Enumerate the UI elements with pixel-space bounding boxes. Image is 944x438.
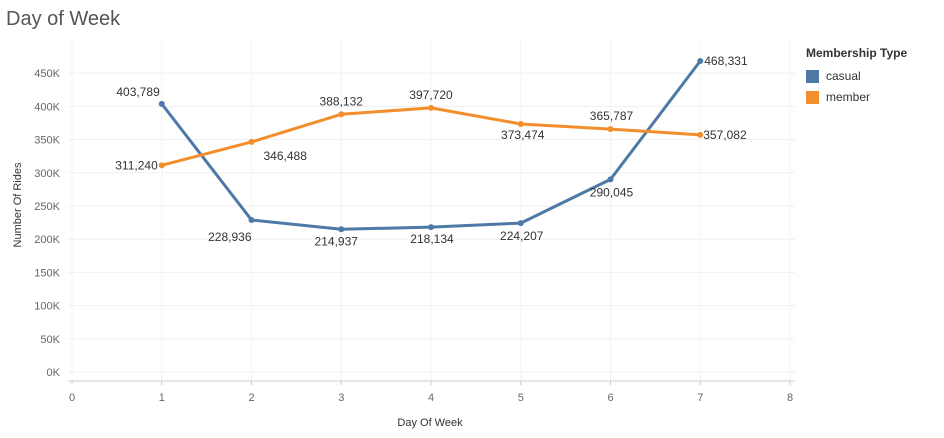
data-point-member: [428, 104, 434, 111]
data-point-member: [607, 126, 614, 133]
data-label-member: 346,488: [264, 149, 308, 163]
data-label-casual: 290,045: [590, 185, 634, 199]
chart-title: Day of Week: [6, 8, 121, 30]
y-tick-label: 200K: [34, 234, 60, 246]
data-label-casual: 224,207: [500, 229, 544, 243]
x-tick-label: 3: [338, 392, 344, 404]
legend[interactable]: Membership Type casual member: [806, 46, 907, 108]
data-label-casual: 228,936: [208, 230, 252, 244]
data-label-member: 357,082: [703, 128, 747, 142]
data-label-casual: 214,937: [315, 234, 359, 248]
legend-item-member[interactable]: member: [806, 87, 907, 107]
data-point-casual: [697, 58, 704, 64]
data-point-casual: [248, 216, 255, 223]
data-label-member: 373,474: [501, 128, 545, 142]
data-point-casual: [158, 100, 165, 107]
data-point-casual: [338, 226, 345, 233]
x-tick-label: 5: [518, 392, 524, 404]
y-tick-label: 450K: [34, 68, 60, 80]
x-tick-label: 7: [697, 392, 703, 404]
y-tick-label: 350K: [34, 135, 60, 147]
data-label-member: 365,787: [590, 109, 634, 123]
y-axis-title: Number Of Rides: [12, 162, 24, 247]
legend-label-casual: casual: [826, 69, 861, 83]
data-point-casual: [607, 176, 614, 183]
x-axis-title: Day Of Week: [397, 417, 463, 429]
data-label-casual: 403,789: [116, 85, 160, 99]
y-tick-label: 50K: [40, 334, 60, 346]
data-point-casual: [517, 220, 524, 227]
legend-title: Membership Type: [806, 46, 908, 60]
x-tick-label: 2: [248, 392, 254, 404]
data-label-member: 397,720: [409, 88, 453, 102]
x-tick-label: 4: [428, 392, 434, 404]
data-label-member: 311,240: [115, 158, 158, 172]
y-tick-label: 0K: [47, 367, 61, 379]
y-tick-label: 150K: [34, 267, 60, 279]
x-tick-label: 0: [69, 392, 75, 404]
legend-swatch-member: [806, 90, 819, 104]
legend-label-member: member: [826, 90, 871, 104]
x-tick-label: 6: [607, 392, 613, 404]
x-tick-label: 1: [159, 392, 165, 404]
data-point-member: [248, 138, 255, 145]
data-point-casual: [428, 224, 434, 231]
legend-swatch-casual: [806, 69, 819, 83]
data-label-casual: 218,134: [410, 232, 454, 246]
data-point-member: [697, 131, 704, 138]
data-label-casual: 468,331: [704, 54, 748, 68]
legend-item-casual[interactable]: casual: [806, 66, 907, 86]
y-tick-label: 400K: [34, 101, 60, 113]
y-tick-label: 300K: [34, 168, 60, 180]
data-point-member: [517, 120, 524, 127]
x-tick-label: 8: [787, 392, 793, 404]
data-label-member: 388,132: [320, 94, 364, 108]
data-point-member: [158, 162, 165, 169]
y-tick-label: 100K: [34, 301, 60, 313]
y-tick-label: 250K: [34, 201, 60, 213]
data-point-member: [338, 111, 345, 118]
